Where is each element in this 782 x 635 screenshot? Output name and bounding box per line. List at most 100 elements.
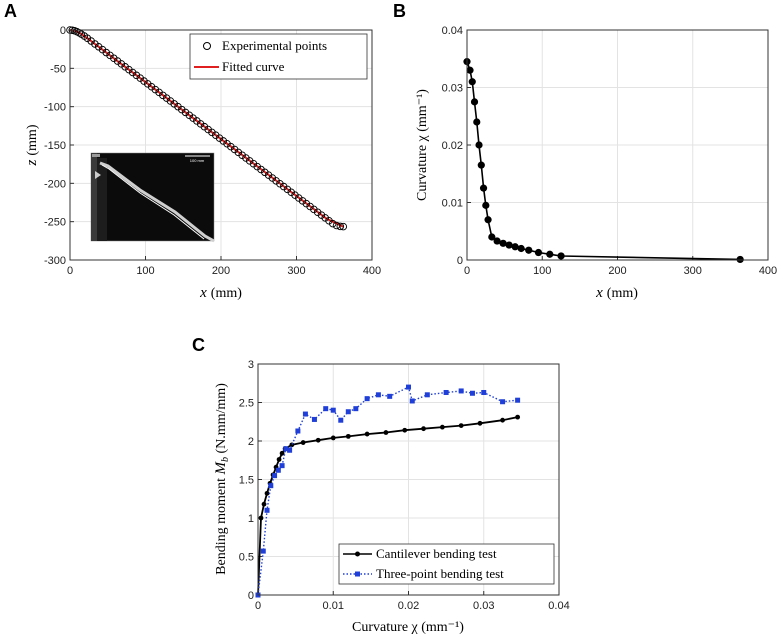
cantilever-point [276, 457, 282, 462]
three-point-point [260, 548, 266, 554]
cantilever-point [402, 427, 408, 433]
three-point-point [353, 406, 359, 412]
panel-c-x-tick-label: 0 [255, 600, 261, 612]
three-point-point [268, 483, 274, 489]
legend-label-fitted-curve: Fitted curve [222, 59, 285, 74]
panel-a-x-tick-label: 300 [287, 265, 305, 277]
cantilever-point [258, 515, 264, 521]
cantilever-point [289, 442, 295, 448]
panel-b-y-tick-label: 0.04 [442, 25, 463, 37]
panel-a-y-tick-label: -200 [44, 178, 66, 190]
panel-c-y-tick-label: 0 [248, 590, 254, 602]
three-point-point [323, 406, 329, 412]
panel-c-x-axis-label: Curvature χ (mm⁻¹) [352, 620, 464, 635]
three-point-point [287, 447, 293, 453]
panel-a-y-tick-label: 0 [60, 25, 66, 37]
panel-b-frame [466, 29, 769, 261]
cantilever-point [264, 490, 270, 496]
cantilever-point [300, 440, 306, 445]
cantilever-point [500, 417, 505, 423]
panel-a-legend: Experimental points Fitted curve [189, 33, 368, 80]
curvature-point [511, 243, 519, 251]
panel-c-legend: Cantilever bending test Three-point bend… [338, 543, 555, 585]
curvature-point [484, 216, 492, 224]
panel-a-y-tick-label: -100 [44, 102, 66, 114]
legend-label-cantilever: Cantilever bending test [376, 546, 497, 561]
three-point-point [364, 396, 370, 402]
three-point-point [375, 392, 381, 398]
panel-b-x-tick-label: 300 [684, 265, 702, 277]
panel-c-y-tick-label: 1.5 [239, 475, 254, 487]
cantilever-point [345, 433, 351, 439]
three-point-point [387, 393, 393, 399]
panel-a-y-tick-label: -300 [44, 255, 66, 267]
three-point-point [443, 389, 449, 395]
panel-a-x-tick-label: 400 [363, 265, 381, 277]
curvature-point [517, 244, 525, 253]
cantilever-point [261, 501, 267, 507]
panel-c-y-tick-label: 2 [248, 436, 254, 448]
three-point-point [302, 411, 308, 417]
panel-c-x-tick-label: 0.03 [473, 600, 494, 612]
curvature-point [736, 255, 744, 264]
three-point-point [279, 463, 285, 469]
panel-a-frame [69, 29, 373, 261]
panel-c-x-tick-label: 0.02 [398, 600, 419, 612]
panel-b-y-tick-label: 0.03 [442, 83, 463, 95]
curvature-point [505, 241, 513, 249]
curvature-line [466, 61, 741, 261]
three-point-point [330, 407, 336, 413]
experimental-point [336, 222, 345, 231]
curvature-point [468, 78, 476, 86]
experimental-point [339, 222, 348, 231]
three-point-point [406, 384, 411, 390]
curvature-point [479, 184, 488, 192]
three-point-point [283, 446, 289, 452]
cantilever-point [439, 424, 445, 430]
curvature-point [557, 252, 565, 260]
three-point-point [338, 417, 344, 423]
three-point-point [424, 392, 430, 398]
curvature-point [493, 237, 501, 245]
legend-marker-experimental-points [203, 42, 211, 50]
curvature-point [488, 233, 496, 241]
panel-a-y-tick-label: -50 [50, 63, 66, 75]
three-point-point [515, 397, 521, 403]
panel-b-x-tick-label: 100 [533, 265, 551, 277]
three-point-point [458, 388, 464, 394]
cantilever-point [515, 414, 521, 420]
panel-c-y-tick-label: 0.5 [239, 552, 254, 564]
three-point-point [272, 473, 278, 479]
curvature-point [470, 98, 479, 106]
panel-a-x-tick-label: 0 [67, 265, 73, 277]
three-point-point [409, 398, 415, 404]
curvature-point [477, 161, 485, 169]
legend-marker-cantilever [355, 551, 360, 557]
curvature-point [482, 201, 490, 209]
cantilever-point [330, 435, 336, 441]
panel-c-chart: 0 0.01 0.02 0.03 0.04 0 0.5 1 1.5 2 2.5 3 Curvature… [213, 359, 570, 635]
curvature-point [534, 248, 543, 257]
legend-label-three-point: Three-point bending test [376, 566, 504, 581]
cantilever-point [458, 423, 464, 428]
panel-letter-a: A [4, 1, 17, 21]
panel-a-x-axis-label: x (mm) [199, 285, 242, 301]
legend-marker-three-point [355, 571, 360, 577]
panel-b-y-axis-label: Curvature χ (mm⁻¹) [415, 89, 430, 201]
cantilever-point [477, 420, 483, 426]
panel-c-y-tick-label: 1 [248, 513, 254, 525]
curvature-point [475, 141, 483, 149]
three-point-point [275, 467, 281, 473]
panel-b-x-axis-label: x (mm) [595, 285, 638, 301]
three-point-point [295, 428, 301, 434]
panel-a-y-tick-label: -150 [44, 140, 66, 152]
three-point-point [345, 409, 351, 415]
fitted-curve-line [69, 29, 344, 228]
panel-b-x-tick-label: 200 [608, 265, 626, 277]
panel-c-y-axis-label: Bending moment Mb (N.mm/mm) [213, 383, 231, 575]
inset-scale-label: 100 mm [190, 158, 205, 163]
panel-a-x-tick-label: 100 [136, 265, 154, 277]
panel-c-y-tick-label: 3 [248, 359, 254, 371]
curvature-point [466, 66, 474, 74]
